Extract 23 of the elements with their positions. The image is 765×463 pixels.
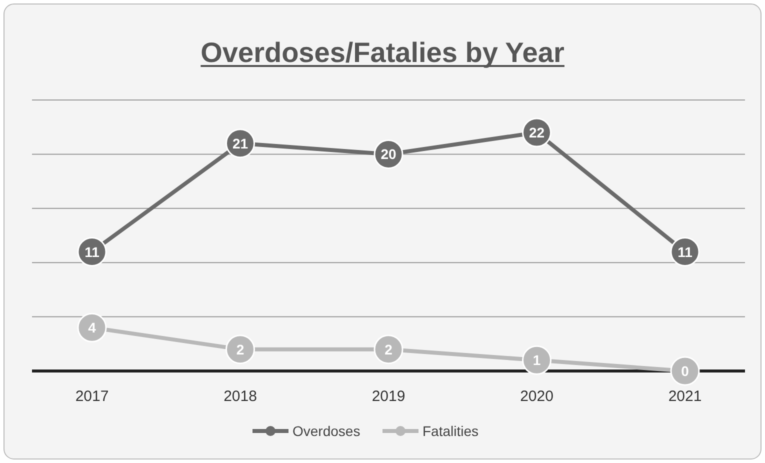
data-label: 20	[380, 146, 396, 162]
x-tick-label: 2017	[75, 388, 109, 405]
data-label: 1	[532, 352, 541, 368]
data-label: 4	[88, 320, 96, 336]
data-label: 2	[384, 341, 393, 358]
x-tick-label: 2018	[224, 388, 257, 405]
point	[374, 334, 404, 364]
point	[522, 345, 552, 375]
data-label: 0	[681, 363, 690, 379]
point	[226, 334, 255, 364]
x-tick-label: 2019	[372, 388, 406, 405]
data-label: 21	[232, 135, 248, 152]
data-label: 22	[528, 124, 545, 141]
x-tick-label: 2020	[520, 388, 554, 405]
data-label: 11	[678, 244, 693, 260]
legend-label: Overdoses	[292, 423, 360, 439]
legend-label: Fatalities	[422, 423, 479, 439]
x-tick-label: 2021	[668, 388, 702, 405]
data-label: 11	[84, 244, 100, 260]
chart-title: Overdoses/Fatalies by Year	[200, 37, 564, 68]
point	[670, 356, 700, 386]
data-label: 2	[236, 341, 244, 358]
point	[77, 312, 107, 342]
